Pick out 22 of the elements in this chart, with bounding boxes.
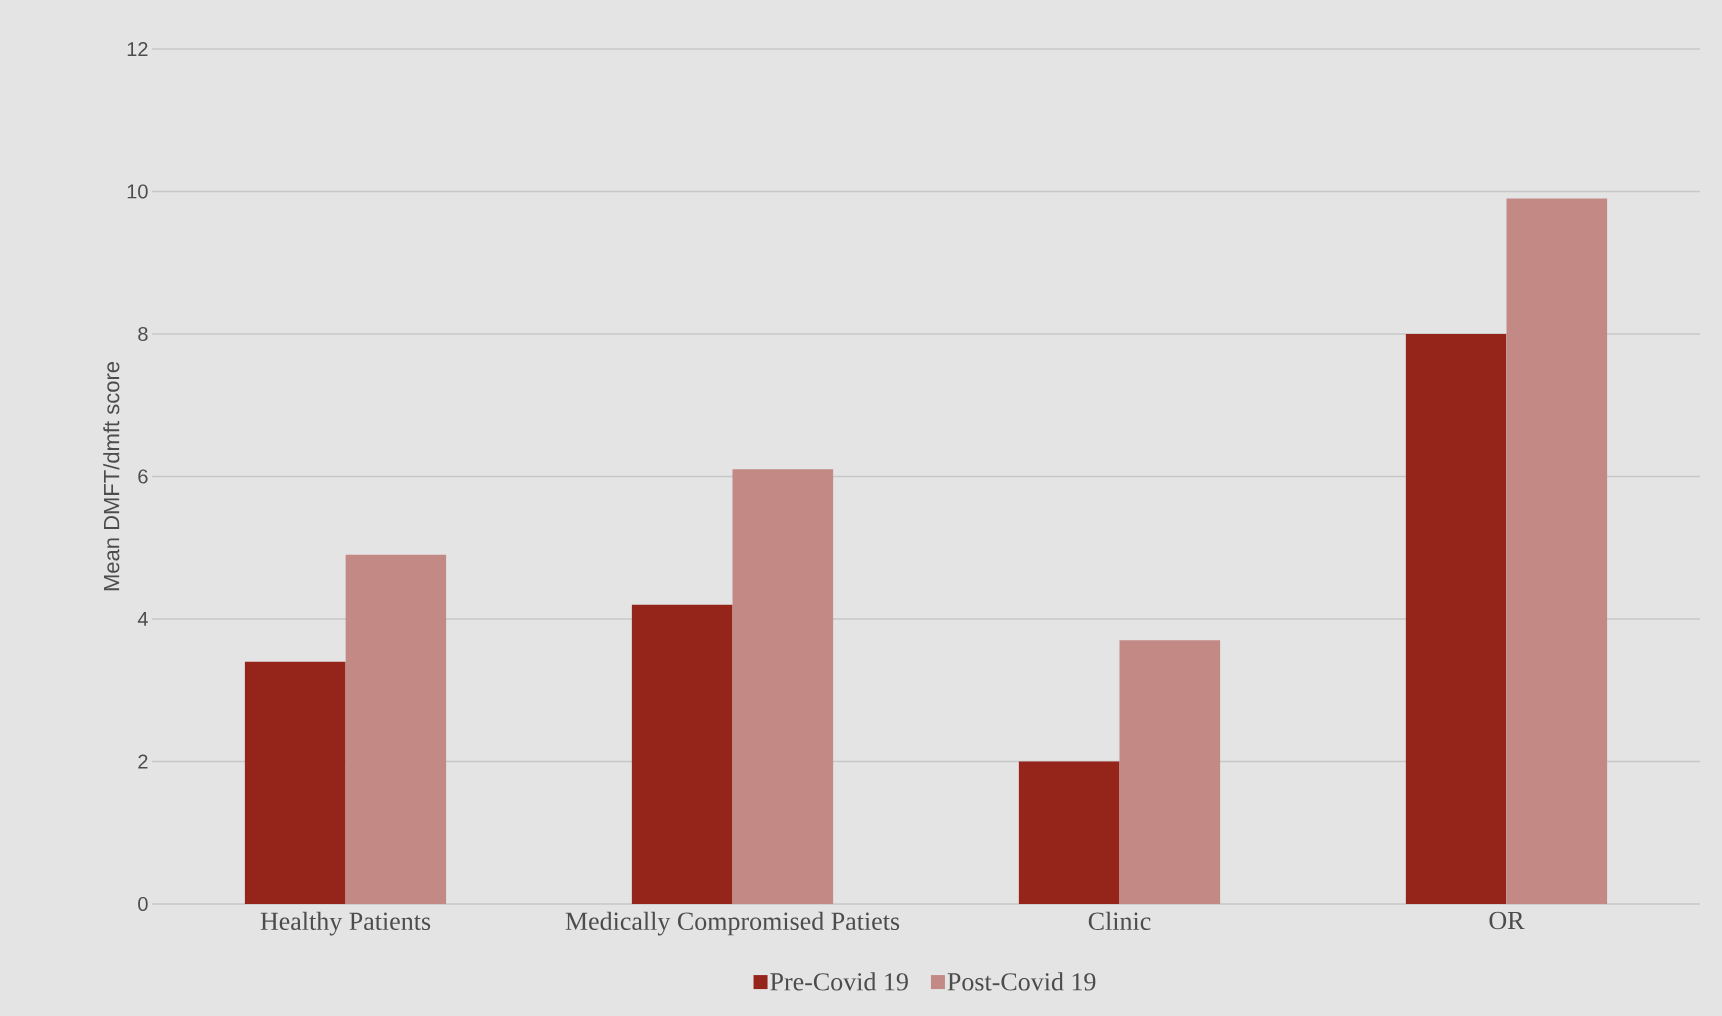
bar (631, 604, 733, 904)
y-tick-label: 2 (138, 754, 148, 769)
y-tick-label: 6 (138, 469, 148, 484)
bar (1506, 198, 1608, 904)
legend-label: Post-Covid 19 (947, 972, 1096, 991)
bar (345, 554, 447, 904)
y-tick-label: 10 (127, 184, 148, 199)
bar (244, 661, 346, 904)
bar (1405, 333, 1507, 904)
y-tick-label: 4 (137, 612, 148, 626)
y-tick-label: 8 (138, 326, 148, 342)
x-tick-label: Healthy Patients (260, 911, 431, 936)
bar (1018, 761, 1120, 904)
x-tick-label: OR (1489, 911, 1525, 930)
y-tick-label: 0 (138, 896, 148, 912)
bar (1119, 640, 1221, 904)
bar (732, 469, 834, 904)
y-tick-label: 12 (127, 42, 148, 56)
legend-label: Pre-Covid 19 (770, 972, 908, 991)
y-axis-title: Mean DMFT/dmft score (103, 361, 120, 591)
x-tick-label: Clinic (1088, 911, 1151, 931)
x-tick-label: Medically Compromised Patiets (565, 911, 900, 936)
